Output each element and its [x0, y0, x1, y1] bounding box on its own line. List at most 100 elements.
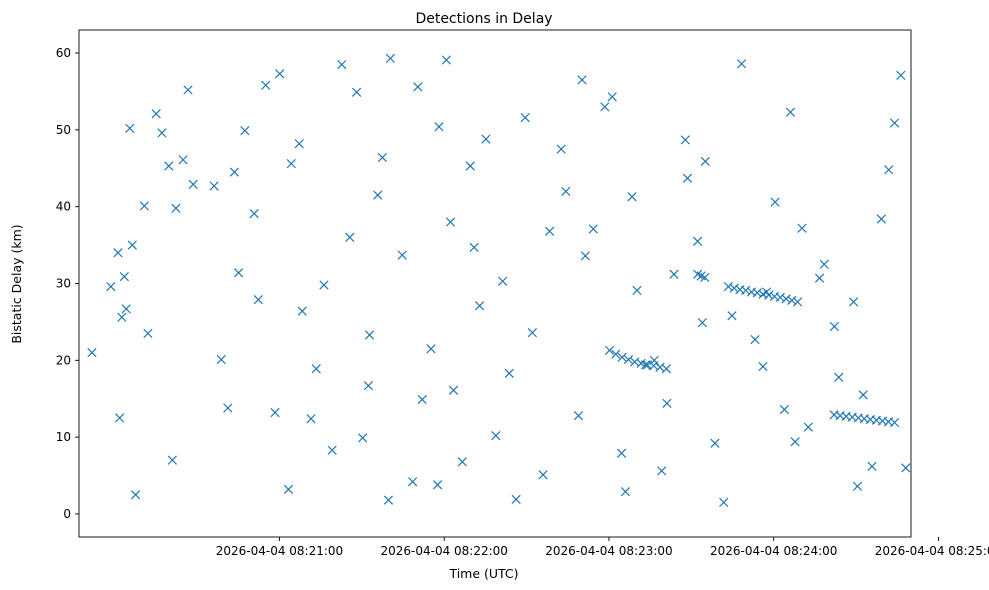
data-point-marker	[779, 404, 790, 415]
data-point-marker	[249, 208, 259, 219]
data-point-marker	[432, 480, 443, 490]
data-point-marker	[345, 232, 355, 243]
data-point-marker	[373, 190, 383, 200]
data-point-marker	[764, 290, 774, 300]
data-point-marker	[167, 455, 177, 465]
data-point-marker	[426, 344, 436, 354]
data-point-marker	[469, 242, 479, 253]
data-point-marker	[752, 288, 762, 298]
data-point-marker	[157, 128, 167, 138]
data-point-marker	[286, 159, 296, 169]
data-point-marker	[657, 466, 667, 476]
data-point-marker	[682, 173, 693, 183]
data-point-marker	[183, 85, 193, 95]
data-point-marker	[364, 330, 375, 340]
data-point-marker	[216, 354, 226, 365]
x-tick-label: 2026-04-04 08:24:00	[710, 544, 837, 558]
data-point-marker	[785, 107, 796, 117]
data-point-marker	[240, 126, 250, 136]
data-point-marker	[889, 118, 900, 128]
data-point-marker	[741, 285, 751, 296]
data-point-marker	[901, 463, 911, 473]
data-point-marker	[491, 430, 501, 441]
data-point-marker	[611, 349, 621, 359]
data-point-marker	[377, 152, 388, 163]
data-point-marker	[527, 328, 537, 338]
data-point-marker	[130, 490, 141, 500]
data-point-marker	[306, 414, 316, 424]
data-point-marker	[87, 348, 97, 358]
data-point-marker	[327, 445, 337, 455]
data-point-marker	[171, 203, 181, 213]
data-point-marker	[457, 457, 467, 467]
data-point-marker	[209, 181, 219, 191]
data-point-marker	[623, 354, 634, 365]
data-point-marker	[729, 283, 739, 293]
y-tick-label: 20	[56, 353, 71, 367]
data-point-marker	[229, 167, 240, 177]
data-point-marker	[814, 273, 825, 283]
data-point-marker	[588, 224, 598, 234]
data-point-marker	[383, 495, 394, 505]
data-point-marker	[407, 477, 418, 487]
data-point-marker	[441, 55, 452, 65]
x-tick-label: 2026-04-04 08:23:00	[545, 544, 672, 558]
y-tick-label: 10	[56, 430, 71, 444]
y-tick-label: 50	[56, 123, 71, 137]
data-point-marker	[351, 87, 362, 97]
data-point-marker	[852, 481, 863, 491]
data-point-marker	[498, 276, 508, 286]
data-point-marker	[275, 69, 285, 79]
data-point-marker	[829, 321, 840, 332]
data-point-marker	[319, 280, 329, 290]
data-point-marker	[233, 268, 244, 278]
data-point-marker	[520, 112, 530, 123]
y-tick-label: 60	[56, 46, 71, 60]
data-point-marker	[294, 139, 304, 149]
data-point-marker	[337, 59, 347, 70]
data-point-marker	[188, 179, 198, 190]
data-point-marker	[397, 250, 407, 260]
data-point-marker	[719, 497, 729, 508]
data-point-marker	[481, 134, 491, 144]
data-point-marker	[261, 80, 271, 90]
data-point-marker	[661, 364, 671, 374]
data-point-marker	[727, 311, 737, 321]
data-point-marker	[680, 135, 690, 145]
data-point-marker	[113, 248, 123, 258]
data-point-marker	[117, 312, 127, 322]
data-point-marker	[283, 484, 294, 494]
data-point-marker	[297, 306, 307, 316]
data-point-marker	[632, 285, 642, 296]
y-tick-label: 30	[56, 277, 71, 291]
data-point-marker	[723, 281, 734, 292]
data-point-marker	[119, 271, 129, 282]
y-axis-label: Bistatic Delay (km)	[9, 224, 24, 343]
data-point-marker	[577, 75, 587, 85]
data-point-marker	[662, 398, 672, 408]
data-point-marker	[538, 470, 548, 480]
data-point-marker	[561, 186, 571, 196]
data-point-marker	[417, 394, 427, 405]
data-point-marker	[465, 161, 475, 171]
data-point-marker	[607, 92, 617, 102]
data-point-marker	[787, 295, 797, 306]
data-point-marker	[792, 297, 803, 307]
plot-frame	[78, 29, 912, 538]
data-point-marker	[790, 437, 800, 447]
x-tick-label: 2026-04-04 08:21:00	[216, 544, 343, 558]
data-point-marker	[556, 144, 566, 154]
data-point-marker	[896, 70, 906, 80]
data-point-marker	[770, 197, 780, 207]
data-point-marker	[151, 109, 161, 119]
data-point-marker	[781, 294, 791, 304]
data-point-marker	[164, 161, 174, 171]
data-point-marker	[604, 345, 615, 355]
data-point-marker	[627, 192, 637, 202]
data-point-marker	[616, 448, 627, 458]
data-point-marker	[448, 385, 459, 395]
data-point-marker	[620, 487, 631, 497]
data-point-marker	[697, 318, 707, 328]
